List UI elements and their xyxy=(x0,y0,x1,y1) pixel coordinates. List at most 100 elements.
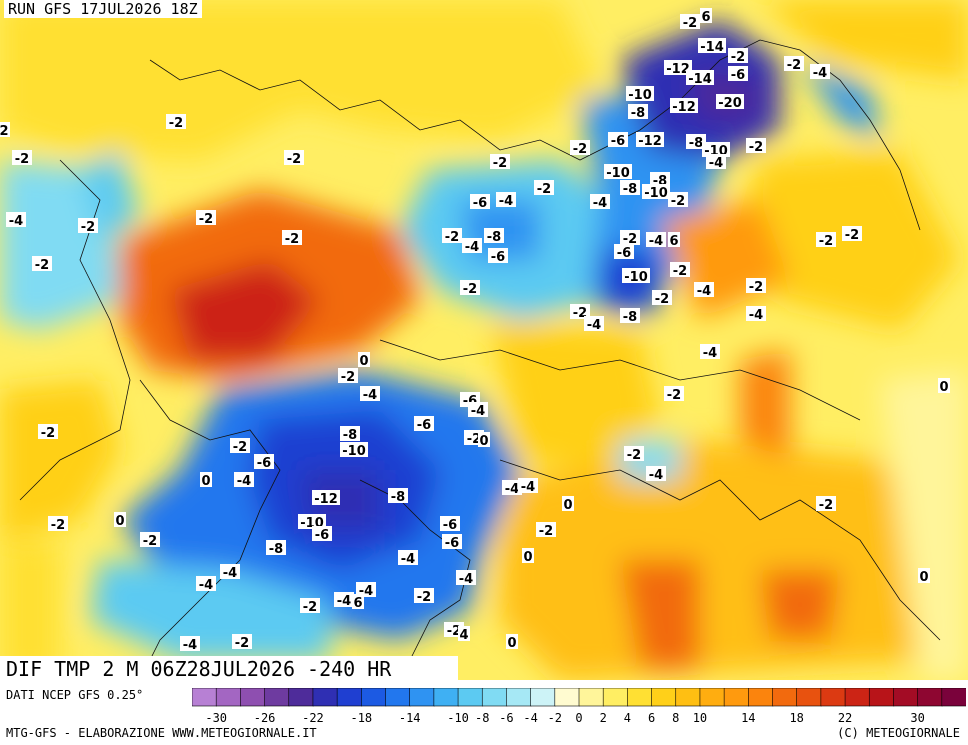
isoline-label: -8 xyxy=(689,136,703,151)
isoline-label-bg xyxy=(700,344,720,359)
isoline-label-bg xyxy=(414,588,434,603)
isoline-label: -8 xyxy=(391,490,405,505)
isoline-label: -2 xyxy=(731,50,745,65)
isoline-label-bg xyxy=(620,308,640,323)
legend-swatch xyxy=(941,688,966,707)
legend-tick-label: 18 xyxy=(789,711,803,725)
isoline-label: -14 xyxy=(688,72,712,87)
isoline-label: 0 xyxy=(507,636,516,651)
isoline-label-bg xyxy=(536,522,556,537)
isoline-label: -2 xyxy=(81,220,95,235)
isoline-label: -10 xyxy=(606,166,630,181)
isoline-label: -6 xyxy=(443,518,457,533)
isoline-label-bg xyxy=(636,132,664,147)
isoline-label: 0 xyxy=(939,380,948,395)
legend-swatch xyxy=(602,688,629,707)
run-header: RUN GFS 17JUL2026 18Z xyxy=(4,0,202,18)
isoline-label-bg xyxy=(810,64,830,79)
isoline-label-bg xyxy=(646,466,666,481)
isoline-label-bg xyxy=(534,180,554,195)
isoline-label-bg xyxy=(460,280,480,295)
isoline-label: 0 xyxy=(919,570,928,585)
legend-tick-label: 0 xyxy=(575,711,582,725)
isoline-label: -10 xyxy=(342,444,366,459)
isoline-label-bg xyxy=(300,598,320,613)
isoline-label: -4 xyxy=(649,234,663,249)
isoline-label-bg xyxy=(32,256,52,271)
legend-tick-label: 30 xyxy=(910,711,924,725)
isoline-label-bg xyxy=(312,490,340,505)
isoline-label: -2 xyxy=(623,232,637,247)
isoline-label-bg xyxy=(298,514,326,529)
isoline-label-bg xyxy=(570,304,590,319)
legend-tick-label: -22 xyxy=(302,711,324,725)
isoline-label: -4 xyxy=(499,194,513,209)
credit-right: (C) METEOGIORNALE xyxy=(837,726,960,740)
isoline-label-bg xyxy=(652,290,672,305)
isoline-label: -2 xyxy=(655,292,669,307)
isoline-label: 4 xyxy=(459,628,468,643)
isoline-label: -2 xyxy=(15,152,29,167)
isoline-label-bg xyxy=(664,386,684,401)
legend-tick-label: 10 xyxy=(693,711,707,725)
isoline-label: -4 xyxy=(471,404,485,419)
legend-swatch xyxy=(772,688,798,707)
isoline-label-bg xyxy=(650,172,670,187)
isoline-label: -8 xyxy=(487,230,501,245)
isoline-label: -12 xyxy=(314,492,338,507)
legend-swatch xyxy=(917,688,943,707)
isoline-label: 6 xyxy=(701,10,710,25)
legend-swatch xyxy=(288,688,314,707)
isoline-label: -2 xyxy=(341,370,355,385)
isoline-label: -10 xyxy=(644,186,668,201)
data-source-label: DATI NCEP GFS 0.25° xyxy=(6,688,144,702)
isoline-label: -2 xyxy=(169,116,183,131)
isoline-label-bg xyxy=(728,66,748,81)
legend-swatch xyxy=(554,688,580,707)
isoline-label: -4 xyxy=(223,566,237,581)
isoline-label-bg xyxy=(622,268,650,283)
legend-swatch xyxy=(264,688,290,707)
isoline-label-bg xyxy=(442,228,462,243)
isoline-label-bg xyxy=(938,378,950,393)
isoline-label-bg xyxy=(12,150,32,165)
isoline-label-bg xyxy=(196,210,216,225)
coastlines xyxy=(19,39,941,680)
isoline-label: -6 xyxy=(491,250,505,265)
isoline-label-bg xyxy=(518,478,538,493)
isoline-label-bg xyxy=(584,316,604,331)
isoline-label-bg xyxy=(78,218,98,233)
isoline-label-bg xyxy=(506,634,518,649)
isoline-label: 0 xyxy=(479,434,488,449)
isoline-label: -2 xyxy=(41,426,55,441)
isoline-label: -2 xyxy=(199,212,213,227)
legend-swatch xyxy=(481,688,508,707)
isoline-label: -6 xyxy=(617,246,631,261)
isoline-label: -20 xyxy=(718,96,742,111)
isoline-label: -2 xyxy=(303,600,317,615)
legend-swatch xyxy=(723,688,750,707)
isoline-label: -6 xyxy=(257,456,271,471)
isoline-label: -8 xyxy=(623,310,637,325)
isoline-label: -8 xyxy=(269,542,283,557)
isoline-label-bg xyxy=(196,576,216,591)
isoline-label-bg xyxy=(232,634,252,649)
isoline-label-bg xyxy=(702,142,730,157)
isoline-label: -4 xyxy=(237,474,251,489)
isoline-label-bg xyxy=(114,512,126,527)
isoline-label-bg xyxy=(458,626,470,641)
legend-swatch xyxy=(651,688,677,707)
isoline-label-bg xyxy=(522,548,534,563)
isoline-label: -12 xyxy=(666,62,690,77)
isoline-label: -6 xyxy=(731,68,745,83)
isoline-label: -2 xyxy=(671,194,685,209)
isoline-label-bg xyxy=(440,516,460,531)
legend-tick-label: 2 xyxy=(600,711,607,725)
isoline-label-bg xyxy=(358,352,370,367)
legend-swatch xyxy=(457,688,484,707)
isoline-label: -10 xyxy=(624,270,648,285)
isoline-label-bg xyxy=(664,60,692,75)
isoline-label-bg xyxy=(166,114,186,129)
legend-swatch xyxy=(578,688,604,707)
isoline-label: -4 xyxy=(337,594,351,609)
